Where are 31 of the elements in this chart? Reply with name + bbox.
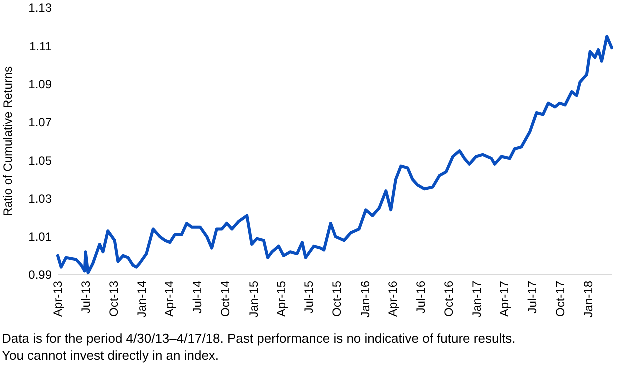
x-tick-label: Jul-14 bbox=[190, 280, 205, 314]
x-tick-label: Apr-15 bbox=[274, 280, 288, 318]
y-tick-label: 1.05 bbox=[28, 154, 52, 168]
x-tick-label: Jul-16 bbox=[414, 280, 428, 314]
line-series bbox=[56, 35, 614, 275]
x-tick-label: Jan-15 bbox=[246, 280, 261, 318]
x-tick-label: Oct-14 bbox=[218, 280, 233, 318]
text: Data is for the period 4/30/13–4/17/18. Past performance is no indicative of future results. You cannot invest directly in an index. bbox=[2, 331, 516, 363]
y-tick-label: 1.03 bbox=[28, 192, 52, 206]
y-tick-label: 1.01 bbox=[28, 230, 52, 244]
x-tick-label: Oct-13 bbox=[107, 280, 122, 318]
y-axis-title: Ratio of Cumulative Returns bbox=[1, 66, 15, 217]
x-tick-label: Jan-18 bbox=[582, 280, 596, 318]
y-tick-label: 1.07 bbox=[28, 116, 52, 130]
x-tick-label: Jan-14 bbox=[135, 280, 150, 318]
y-tick-label: 1.09 bbox=[28, 77, 52, 92]
x-tick-label: Apr-13 bbox=[51, 280, 66, 318]
x-tick-label: Oct-17 bbox=[554, 280, 568, 318]
x-tick-label: Apr-17 bbox=[498, 280, 512, 318]
x-tick-label: Jan-17 bbox=[470, 280, 484, 318]
x-tick-label: Jul-13 bbox=[79, 280, 94, 314]
x-tick-label: Oct-15 bbox=[330, 280, 344, 318]
y-tick-label: 1.11 bbox=[30, 39, 52, 54]
x-tick-label: Jul-17 bbox=[525, 280, 540, 314]
x-tick-label: Apr-16 bbox=[386, 280, 400, 318]
y-tick-label: 1.13 bbox=[28, 1, 52, 16]
x-tick-label: Apr-14 bbox=[162, 280, 177, 318]
x-tick-label: Jul-15 bbox=[302, 280, 316, 314]
x-tick-label: Oct-16 bbox=[442, 280, 456, 318]
y-tick-label: 0.99 bbox=[28, 268, 52, 282]
x-tick-label: Jan-16 bbox=[358, 280, 372, 318]
